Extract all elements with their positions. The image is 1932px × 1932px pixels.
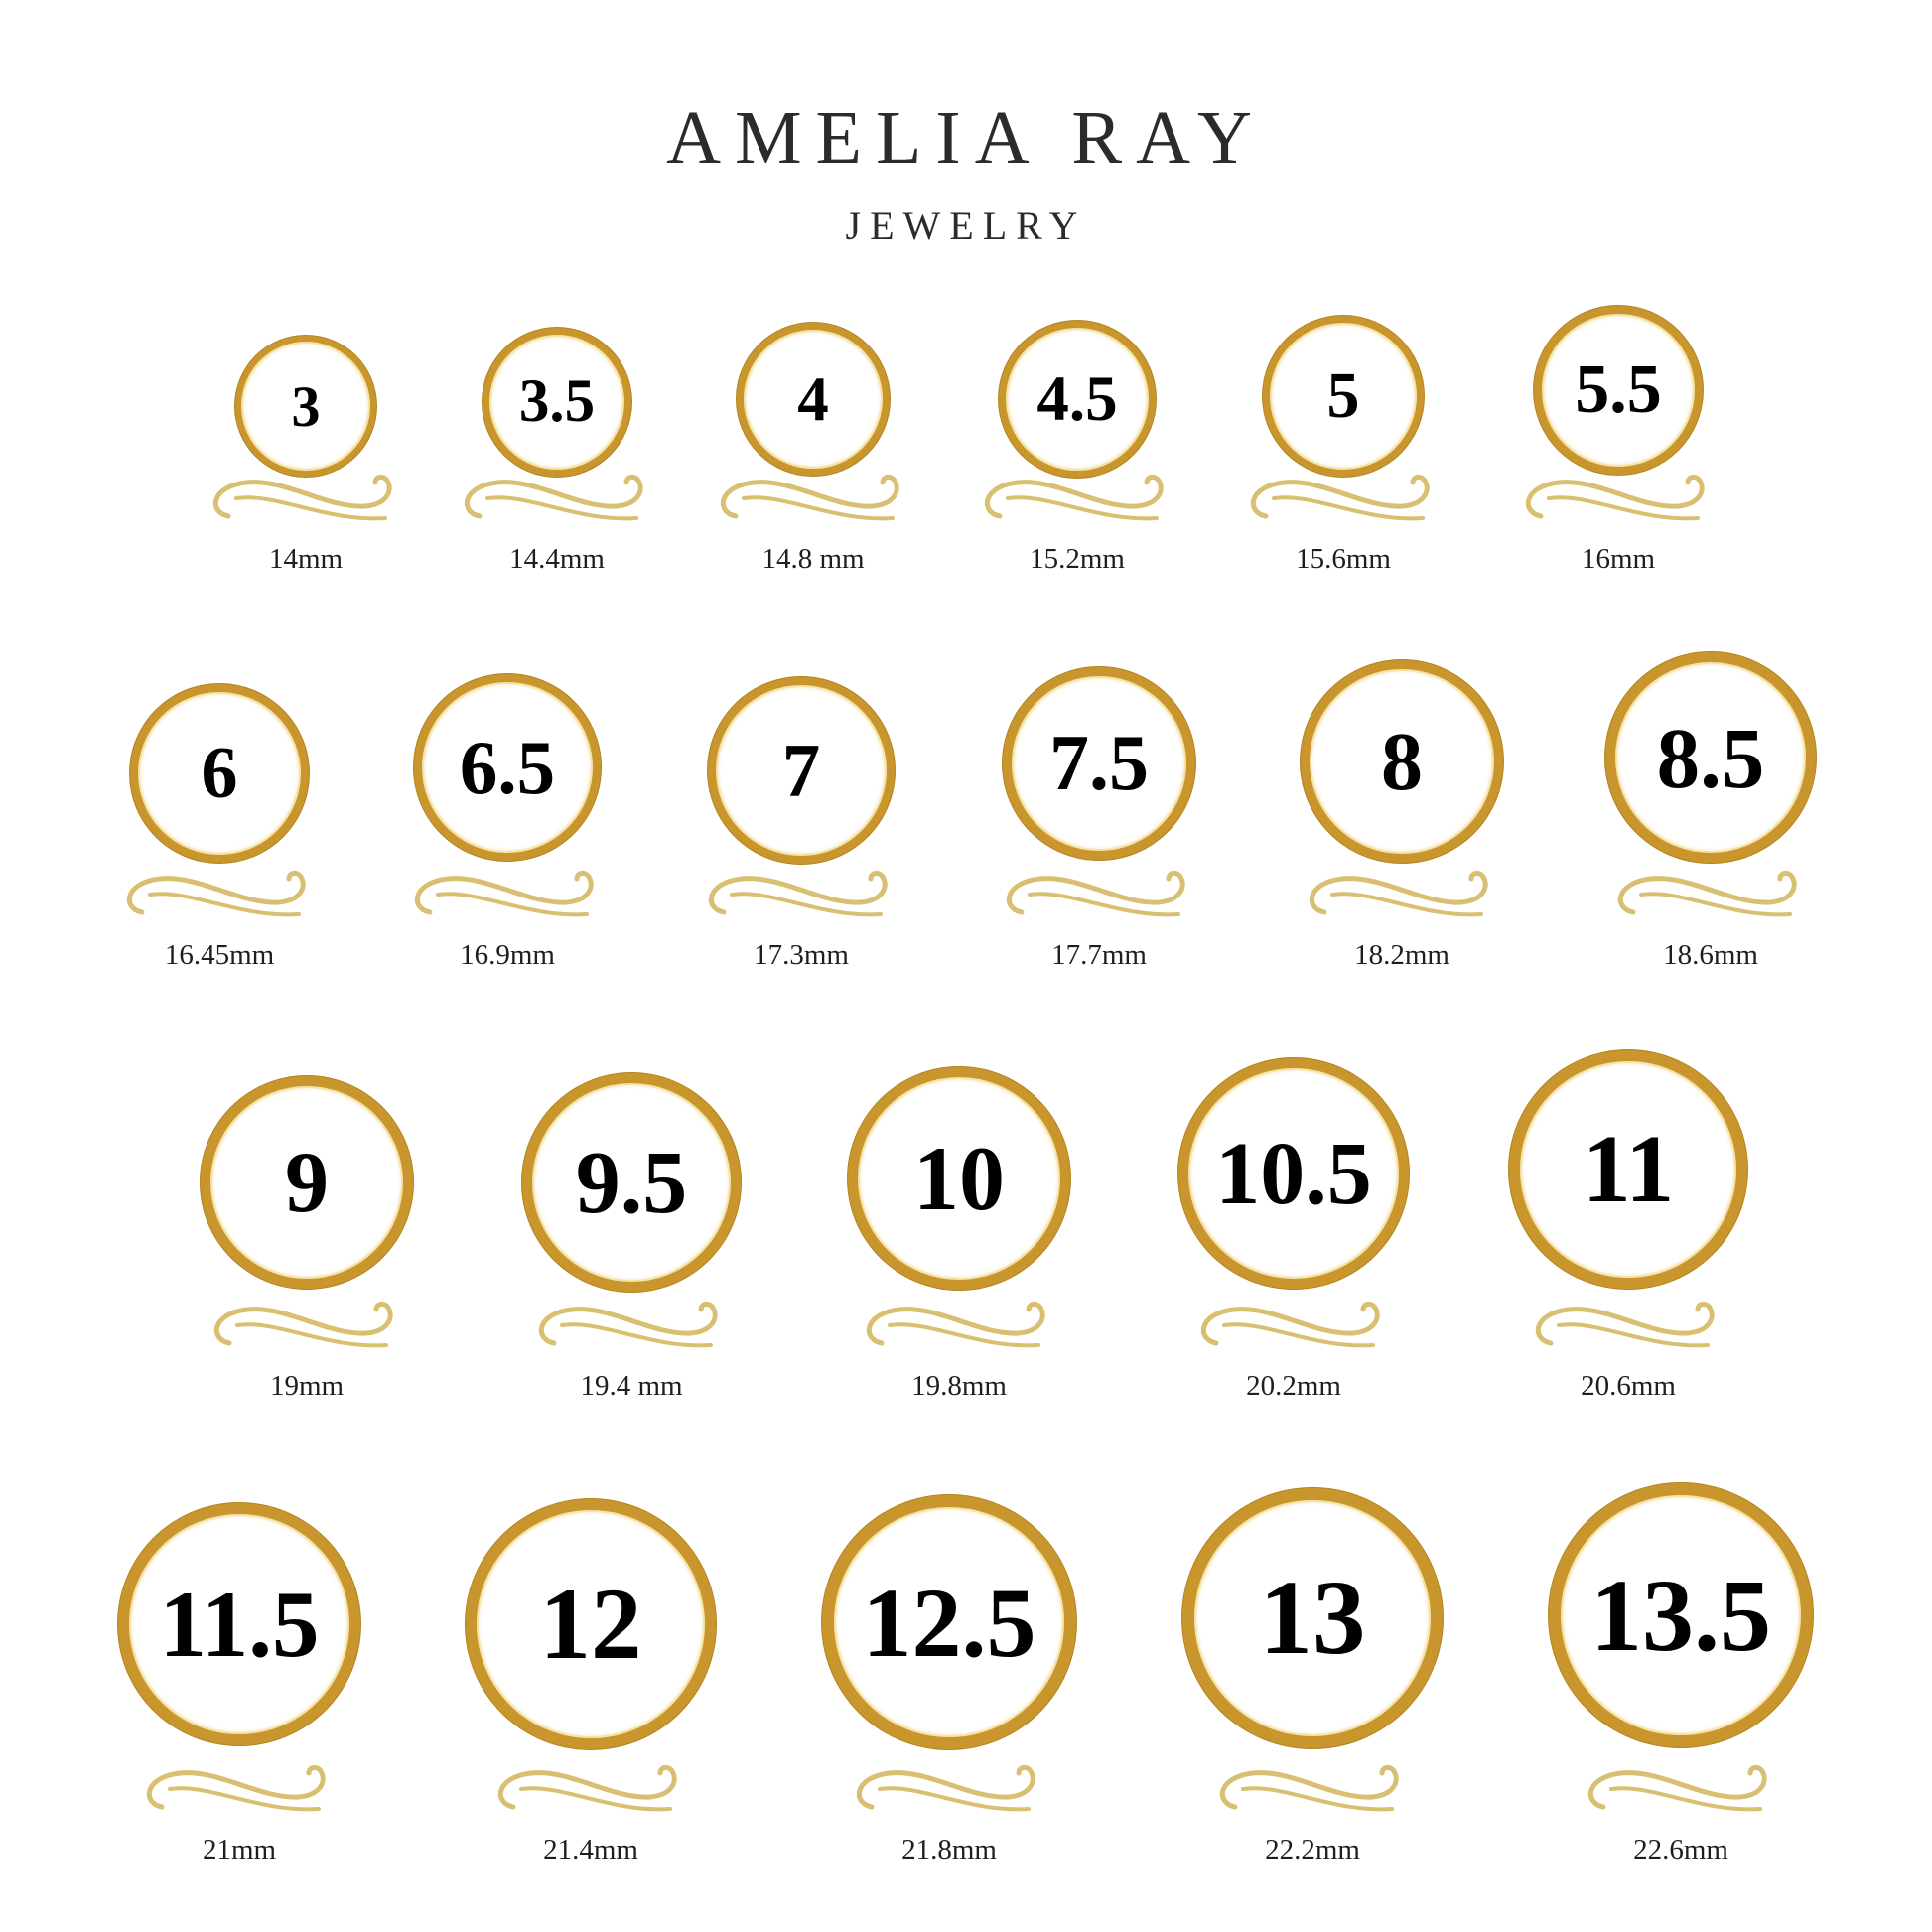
- swirl-ornament-icon: [538, 1301, 718, 1348]
- ring-size-8.5: 8.5: [1605, 652, 1816, 863]
- ring-diameter-label: 22.2mm: [1265, 1834, 1360, 1865]
- ring-size-4.5: 4.5: [999, 321, 1156, 478]
- ring-size-10.5: 10.5: [1178, 1058, 1409, 1289]
- ring-size-number: 7.5: [1049, 719, 1149, 807]
- ring-size-7: 7: [708, 677, 895, 864]
- ring-size-3: 3: [235, 336, 376, 477]
- swirl-ornament-icon: [1250, 474, 1430, 521]
- ring-size-13: 13: [1182, 1488, 1443, 1748]
- ring-diameter-label: 21mm: [202, 1834, 277, 1865]
- ring-diameter-label: 20.2mm: [1246, 1370, 1341, 1402]
- ring-diameter-label: 15.6mm: [1296, 543, 1391, 575]
- swirl-ornament-icon: [212, 474, 392, 521]
- ring-diameter-label: 16mm: [1581, 543, 1656, 575]
- ring-size-10: 10: [848, 1067, 1070, 1290]
- ring-size-number: 9: [285, 1134, 329, 1231]
- ring-diameter-label: 14.4mm: [509, 543, 605, 575]
- swirl-ornament-icon: [464, 474, 643, 521]
- swirl-ornament-icon: [213, 1301, 393, 1348]
- ring-diameter-label: 21.8mm: [901, 1834, 997, 1865]
- ring-size-9.5: 9.5: [522, 1073, 741, 1292]
- swirl-ornament-icon: [1535, 1301, 1715, 1348]
- ring-size-number: 5: [1326, 359, 1360, 432]
- ring-size-number: 11.5: [159, 1572, 320, 1677]
- ring-size-number: 11: [1582, 1116, 1675, 1223]
- swirl-ornament-icon: [984, 474, 1164, 521]
- swirl-ornament-icon: [1200, 1301, 1380, 1348]
- swirl-ornament-icon: [1006, 870, 1185, 917]
- swirl-ornament-icon: [866, 1301, 1045, 1348]
- ring-size-11: 11: [1509, 1050, 1747, 1289]
- ring-diameter-label: 21.4mm: [543, 1834, 638, 1865]
- ring-size-number: 6.5: [459, 724, 556, 810]
- swirl-ornament-icon: [720, 474, 899, 521]
- swirl-ornament-icon: [414, 870, 594, 917]
- ring-diameter-label: 18.6mm: [1663, 939, 1758, 971]
- ring-size-number: 13: [1259, 1559, 1366, 1677]
- ring-diameter-label: 20.6mm: [1581, 1370, 1676, 1402]
- ring-size-number: 3.5: [518, 368, 596, 435]
- ring-size-number: 6: [201, 732, 238, 814]
- ring-size-number: 12: [539, 1568, 642, 1681]
- ring-diameter-label: 15.2mm: [1030, 543, 1125, 575]
- ring-size-5: 5: [1263, 316, 1424, 477]
- ring-diameter-label: 14mm: [268, 543, 344, 575]
- ring-size-6: 6: [130, 684, 309, 863]
- ring-size-number: 8.5: [1656, 709, 1765, 806]
- ring-size-13.5: 13.5: [1549, 1483, 1813, 1747]
- ring-size-number: 10: [913, 1128, 1005, 1229]
- ring-diameter-label: 19mm: [269, 1370, 345, 1402]
- ring-diameter-label: 16.45mm: [164, 939, 275, 971]
- ring-size-number: 9.5: [575, 1133, 688, 1232]
- ring-size-number: 12.5: [862, 1567, 1036, 1678]
- ring-size-number: 10.5: [1215, 1124, 1372, 1223]
- swirl-ornament-icon: [1219, 1764, 1399, 1812]
- swirl-ornament-icon: [1617, 870, 1797, 917]
- ring-size-8: 8: [1301, 660, 1503, 863]
- swirl-ornament-icon: [126, 870, 306, 917]
- ring-size-12.5: 12.5: [822, 1495, 1076, 1749]
- ring-diameter-label: 22.6mm: [1633, 1834, 1728, 1865]
- swirl-ornament-icon: [1587, 1764, 1767, 1812]
- swirl-ornament-icon: [1525, 474, 1705, 521]
- ring-diameter-label: 19.4 mm: [580, 1370, 683, 1402]
- ring-diameter-label: 19.8mm: [911, 1370, 1007, 1402]
- swirl-ornament-icon: [146, 1764, 326, 1812]
- ring-diameter-label: 18.2mm: [1354, 939, 1449, 971]
- ring-size-number: 4: [797, 363, 829, 434]
- ring-size-number: 5.5: [1575, 351, 1662, 428]
- swirl-ornament-icon: [1309, 870, 1488, 917]
- swirl-ornament-icon: [856, 1764, 1035, 1812]
- swirl-ornament-icon: [497, 1764, 677, 1812]
- ring-size-6.5: 6.5: [414, 674, 601, 861]
- brand-title: AMELIA RAY: [666, 96, 1266, 180]
- ring-size-7.5: 7.5: [1003, 667, 1195, 860]
- ring-diameter-label: 17.3mm: [754, 939, 849, 971]
- ring-size-number: 8: [1381, 715, 1423, 808]
- ring-size-11.5: 11.5: [118, 1503, 360, 1745]
- ring-diameter-label: 14.8 mm: [761, 543, 865, 575]
- ring-size-3.5: 3.5: [483, 328, 631, 477]
- ring-size-5.5: 5.5: [1534, 306, 1703, 475]
- ring-size-12: 12: [466, 1499, 716, 1749]
- ring-size-number: 13.5: [1590, 1558, 1771, 1673]
- ring-size-number: 3: [291, 373, 321, 439]
- ring-size-9: 9: [201, 1076, 413, 1289]
- ring-size-number: 7: [781, 727, 821, 813]
- ring-diameter-label: 16.9mm: [460, 939, 555, 971]
- swirl-ornament-icon: [708, 870, 888, 917]
- brand-subtitle: JEWELRY: [845, 204, 1087, 248]
- ring-diameter-label: 17.7mm: [1051, 939, 1147, 971]
- ring-size-number: 4.5: [1036, 362, 1118, 435]
- ring-size-4: 4: [737, 323, 890, 476]
